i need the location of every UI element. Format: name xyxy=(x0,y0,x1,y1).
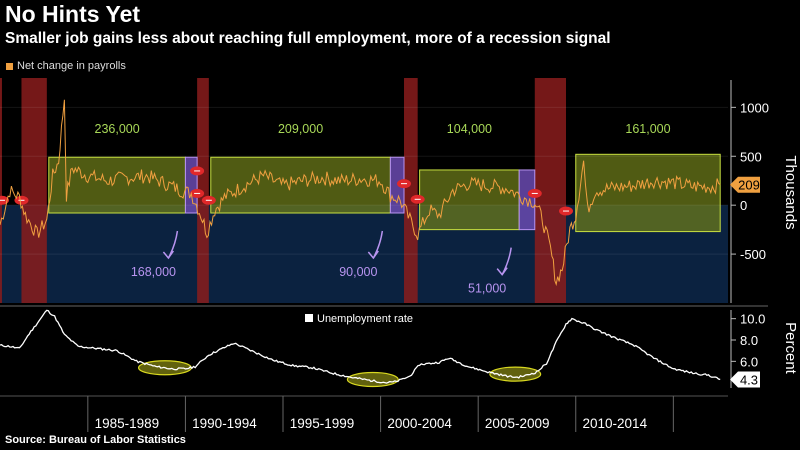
recession-band-4 xyxy=(404,78,418,303)
unemployment-legend-label: Unemployment rate xyxy=(317,313,413,325)
recession-marker-6 xyxy=(397,179,412,189)
unemployment-axis-title: Percent xyxy=(782,322,799,375)
x-tick-label-5: 2010-2014 xyxy=(583,416,648,431)
recession-band-2 xyxy=(21,78,47,303)
payrolls-legend-swatch xyxy=(6,62,13,70)
x-tick-label-2: 1995-1999 xyxy=(290,416,355,431)
unemployment-last-value-label: 4.3 xyxy=(740,372,758,387)
expansion-avg-label-2: 209,000 xyxy=(278,122,323,136)
recession-band-payrolls xyxy=(404,78,418,303)
payrolls-last-value-label: 209 xyxy=(738,178,760,193)
recession-marker-2 xyxy=(14,195,29,205)
late-cycle-arrowhead-1 xyxy=(162,250,175,260)
late-cycle-label-1: 168,000 xyxy=(131,265,176,279)
x-axis: 1985-1989 1990-1994 1995-1999 2000-2004 2005… xyxy=(0,395,728,432)
payrolls-line xyxy=(0,99,721,287)
payrolls-tick-label-1: 500 xyxy=(740,149,762,164)
expansion-box-3 xyxy=(419,169,520,231)
expansion-box-2 xyxy=(210,156,391,214)
unemployment-highlight-2 xyxy=(346,371,399,388)
late-cycle-box-3 xyxy=(518,169,536,231)
expansion-avg-label-3: 104,000 xyxy=(447,122,492,136)
late-cycle-arrowhead-2 xyxy=(367,250,379,260)
recession-marker-3 xyxy=(190,166,205,176)
recession-band-1 xyxy=(0,78,2,303)
recession-band-payrolls xyxy=(21,78,47,303)
recession-band-payrolls xyxy=(197,78,209,303)
payrolls-legend-label: Net change in payrolls xyxy=(17,60,126,72)
unemployment-tick-label-2: 6.0 xyxy=(740,354,758,369)
late-cycle-label-3: 51,000 xyxy=(468,282,506,296)
unemployment-tick-label-0: 10.0 xyxy=(740,312,765,327)
unemployment-legend-swatch xyxy=(305,314,313,322)
expansion-avg-label-4: 161,000 xyxy=(625,122,670,136)
late-cycle-box-1 xyxy=(184,156,198,214)
recession-marker-8 xyxy=(527,188,542,198)
recession-band-payrolls xyxy=(0,78,2,303)
chart-subtitle: Smaller job gains less about reaching fu… xyxy=(5,30,611,47)
recession-band-5 xyxy=(534,78,567,303)
unemployment-legend: Unemployment rate xyxy=(305,313,413,325)
expansion-box-1 xyxy=(48,156,186,214)
x-tick-label-3: 2000-2004 xyxy=(387,416,452,431)
unemployment-line xyxy=(0,309,721,384)
payrolls-legend: Net change in payrolls xyxy=(6,60,126,72)
payrolls-tick-label-0: 1000 xyxy=(740,100,769,115)
recession-marker-4 xyxy=(190,188,205,198)
recession-marker-9 xyxy=(559,206,574,216)
recession-marker-7 xyxy=(410,194,425,204)
payrolls-tick-label-3: -500 xyxy=(740,247,766,262)
expansion-avg-label-1: 236,000 xyxy=(95,122,140,136)
x-tick-label-1: 1990-1994 xyxy=(192,416,257,431)
recession-band-3 xyxy=(197,78,209,303)
payrolls-tick-label-2: 0 xyxy=(740,198,747,213)
unemployment-last-value-tag xyxy=(730,371,760,388)
late-cycle-label-2: 90,000 xyxy=(339,265,377,279)
x-tick-label-0: 1985-1989 xyxy=(95,416,160,431)
payrolls-axis-title: Thousands xyxy=(782,155,799,229)
unemployment-tick-label-1: 8.0 xyxy=(740,333,758,348)
recession-marker-5 xyxy=(201,195,216,205)
chart-title: No Hints Yet xyxy=(5,1,141,27)
payrolls-last-value-tag xyxy=(730,176,760,193)
late-cycle-arrowhead-3 xyxy=(496,267,508,276)
source-note: Source: Bureau of Labor Statistics xyxy=(5,434,186,446)
x-tick-label-4: 2005-2009 xyxy=(485,416,550,431)
unemployment-highlight-3 xyxy=(489,366,542,382)
